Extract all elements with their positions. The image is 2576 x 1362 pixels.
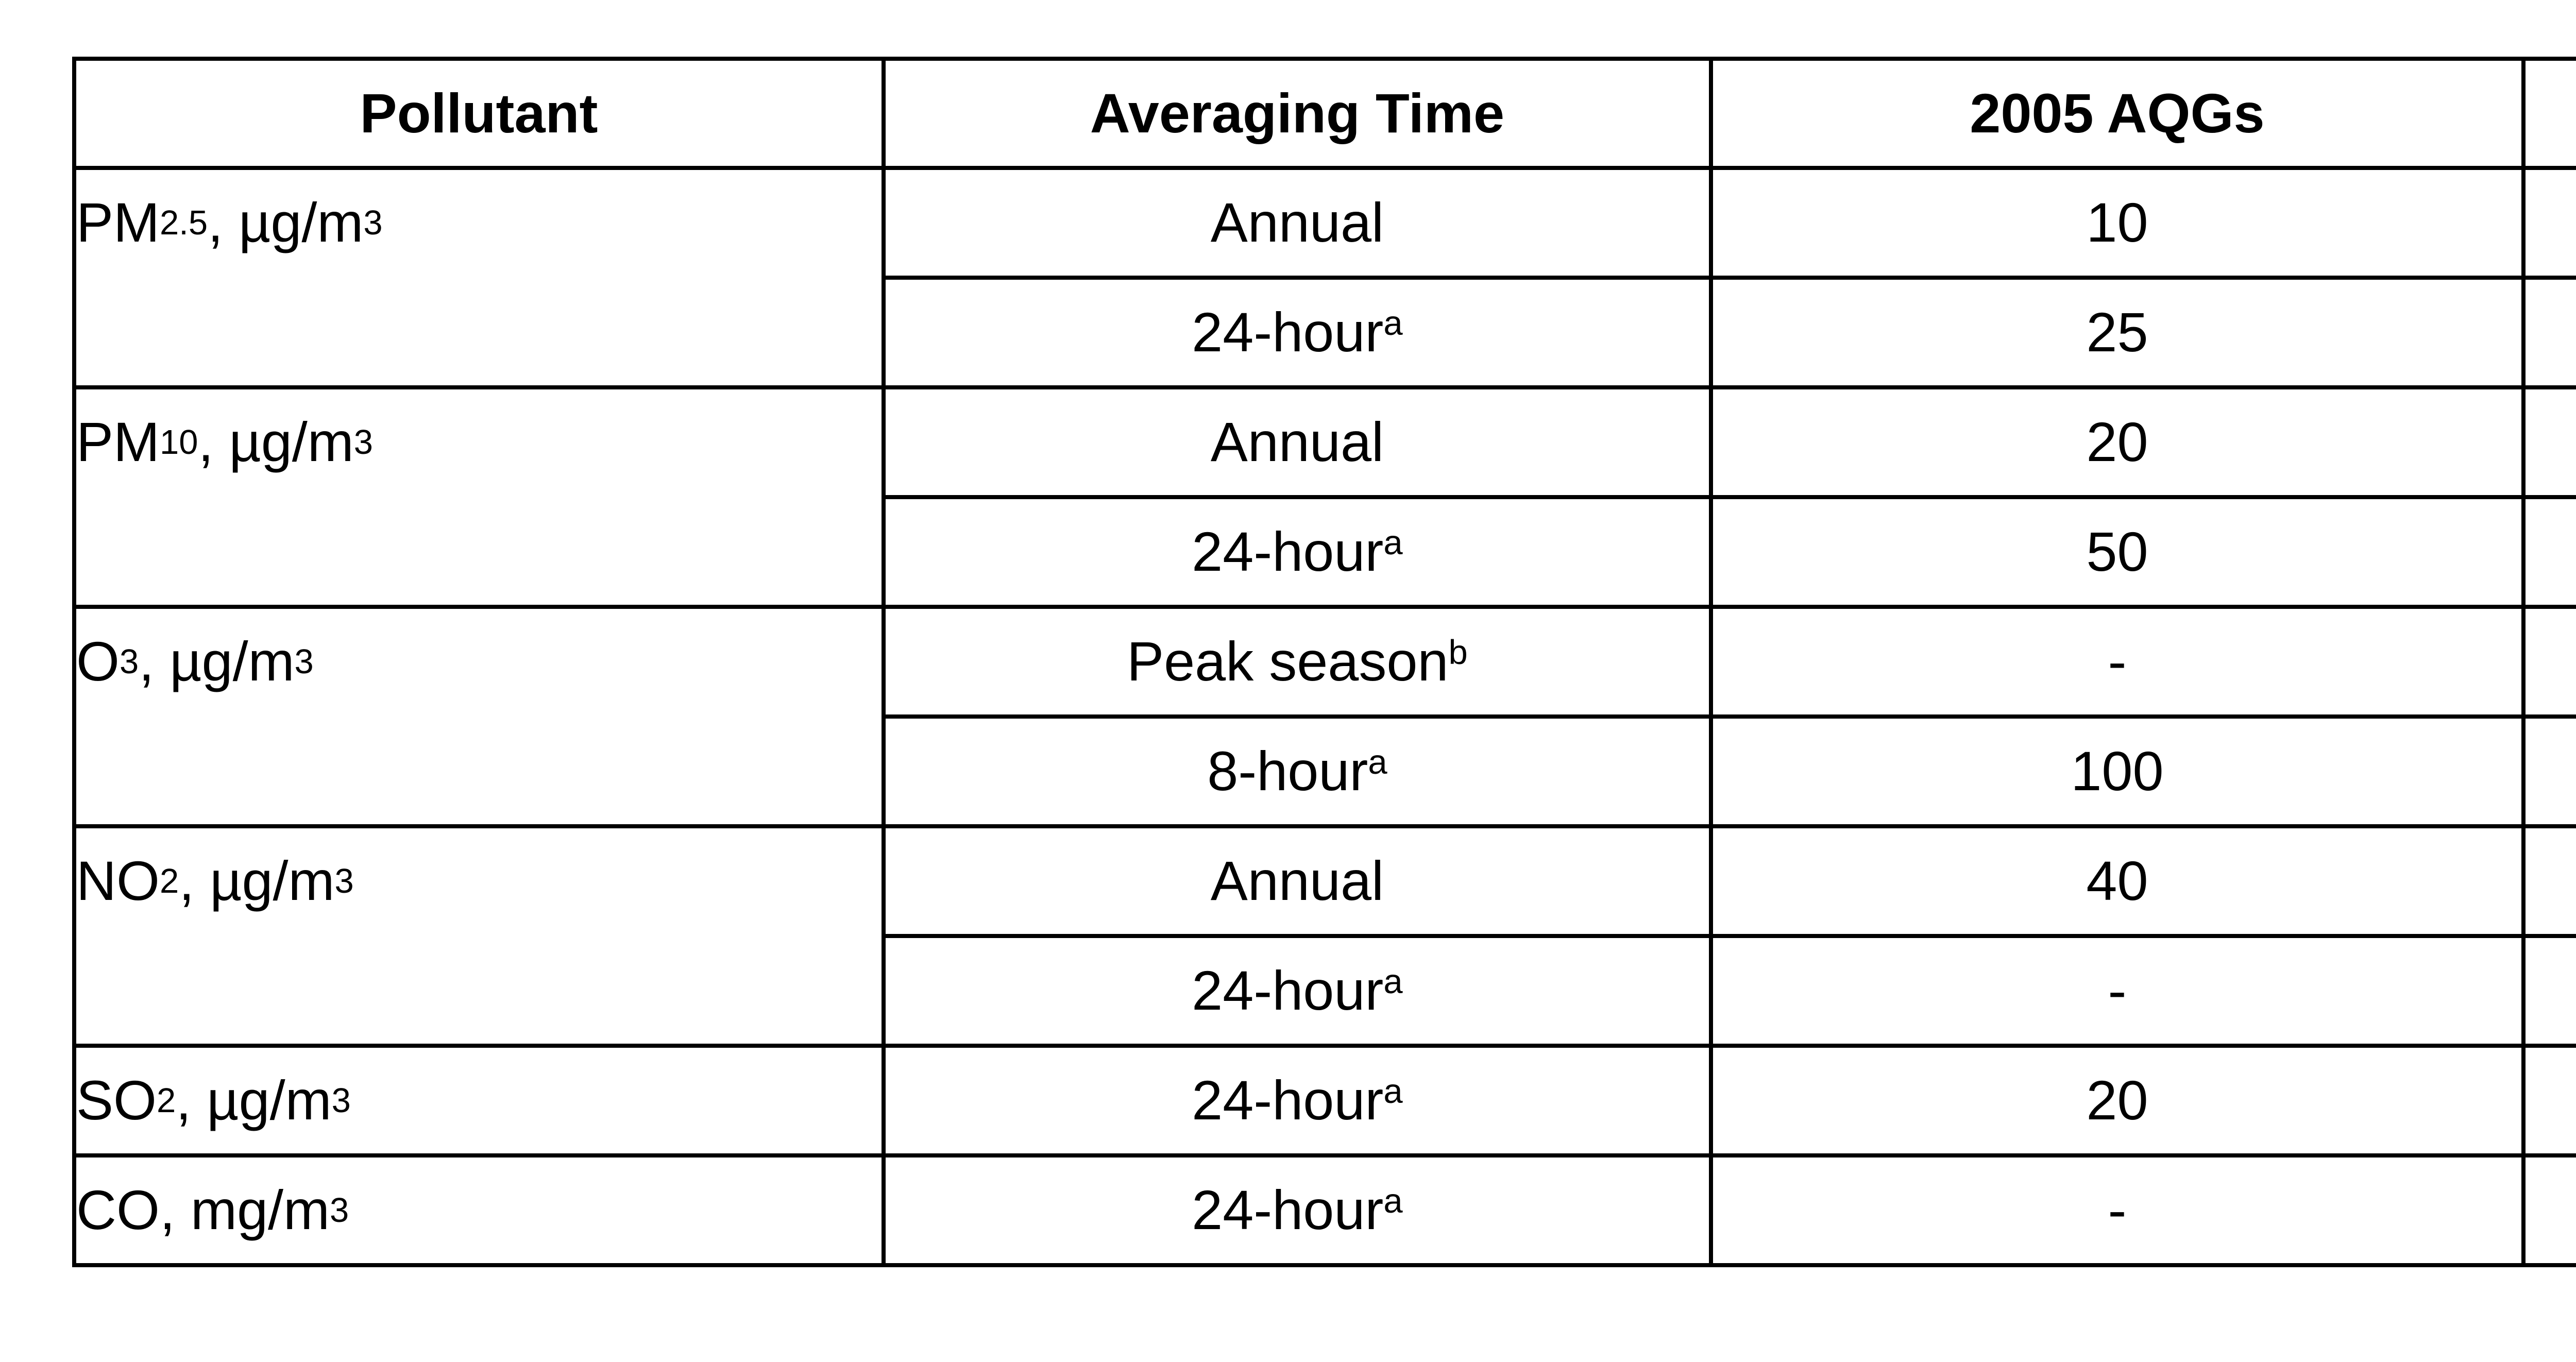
cell-2005-o3-peakseason: - xyxy=(1708,605,2526,719)
cell-2021-pm25-24hour: 15 xyxy=(2521,276,2576,389)
cell-2005-pm10-annual: 20 xyxy=(1708,385,2526,499)
cell-time-pm25-24hour: 24-houra xyxy=(882,276,1713,389)
cell-pollutant-pm25: PM 2.5, µg/m 3 xyxy=(72,166,886,389)
cell-2005-no2-24hour: - xyxy=(1708,934,2526,1048)
cell-2005-no2-annual: 40 xyxy=(1708,824,2526,938)
table-row-no2-annual: NO2, µg/m3 Annual 40 10 xyxy=(72,824,2576,1048)
cell-2005-pm25-annual: 10 xyxy=(1708,166,2526,280)
cell-time-pm10-annual: Annual xyxy=(882,385,1713,499)
cell-2021-o3-8hour: 100 xyxy=(2521,714,2576,828)
header-pollutant: Pollutant xyxy=(72,57,886,170)
cell-time-so2-24hour: 24-houra xyxy=(882,1044,1713,1157)
aqg-table: Pollutant Averaging Time 2005 AQGs 2021 … xyxy=(72,57,2576,1267)
table-row-pm10-24hour: 24-houra 50 45 xyxy=(74,495,2576,609)
pollutant-label-pm25: PM 2.5, µg/m 3 xyxy=(76,191,383,254)
cell-pollutant-no2: NO 2, µg/m 3 xyxy=(72,824,886,1048)
cell-2005-o3-8hour: 100 xyxy=(1708,714,2526,828)
cell-2005-co-24hour: - xyxy=(1708,1153,2526,1267)
pollutant-label-pm10: PM 10, µg/m 3 xyxy=(76,411,374,473)
cell-time-no2-annual: Annual xyxy=(882,824,1713,938)
cell-time-o3-peakseason: Peak seasonb xyxy=(882,605,1713,719)
cell-2021-no2-annual: 10 xyxy=(2521,824,2576,938)
cell-pollutant-so2: SO 2, µg/m 3 xyxy=(72,1044,886,1157)
table-row-o3-peakseason: O3, µg/m3 Peak seasonb - 60 xyxy=(72,605,2576,828)
cell-2021-pm10-annual: 15 xyxy=(2521,385,2576,499)
cell-2021-pm25-annual: 5 xyxy=(2521,166,2576,280)
cell-2005-pm10-24hour: 50 xyxy=(1708,495,2526,609)
pollutant-label-no2: NO 2, µg/m 3 xyxy=(76,849,354,912)
table-row-no2-24hour: 24-houra - 25 xyxy=(74,934,2576,1048)
table-row-so2-24hour: SO2, µg/m3 24-houra 20 40 xyxy=(72,1044,2576,1157)
cell-2021-pm10-24hour: 45 xyxy=(2521,495,2576,609)
cell-pollutant-pm10: PM 10, µg/m 3 xyxy=(72,385,886,609)
table-row-o3-8hour: 8-houra 100 100 xyxy=(74,714,2576,828)
pollutant-label-co: CO, mg/m 3 xyxy=(76,1179,349,1241)
cell-time-co-24hour: 24-houra xyxy=(882,1153,1713,1267)
cell-time-pm25-annual: Annual xyxy=(882,166,1713,280)
cell-2021-co-24hour: 4 xyxy=(2521,1153,2576,1267)
table-body: PM2.5, µg/m3 Annual 10 5 24-houra 25 15 … xyxy=(72,166,2576,1267)
cell-2021-o3-peakseason: 60 xyxy=(2521,605,2576,719)
cell-2021-so2-24hour: 40 xyxy=(2521,1044,2576,1157)
cell-time-no2-24hour: 24-houra xyxy=(882,934,1713,1048)
header-2021-aqgs: 2021 AQGs xyxy=(2521,57,2576,170)
table-row-pm25-annual: PM2.5, µg/m3 Annual 10 5 xyxy=(72,166,2576,389)
header-averaging-time: Averaging Time xyxy=(882,57,1713,170)
cell-2005-so2-24hour: 20 xyxy=(1708,1044,2526,1157)
header-2005-aqgs: 2005 AQGs xyxy=(1708,57,2526,170)
table-header-row: Pollutant Averaging Time 2005 AQGs 2021 … xyxy=(72,57,2576,170)
pollutant-label-so2: SO 2, µg/m 3 xyxy=(76,1069,351,1132)
cell-time-pm10-24hour: 24-houra xyxy=(882,495,1713,609)
cell-2005-pm25-24hour: 25 xyxy=(1708,276,2526,389)
table-row-co-24hour: CO, mg/m3 24-houra - 4 xyxy=(72,1153,2576,1267)
table-row-pm25-24hour: 24-houra 25 15 xyxy=(74,276,2576,389)
cell-time-o3-8hour: 8-houra xyxy=(882,714,1713,828)
cell-2021-no2-24hour: 25 xyxy=(2521,934,2576,1048)
cell-pollutant-co: CO, mg/m 3 xyxy=(72,1153,886,1267)
